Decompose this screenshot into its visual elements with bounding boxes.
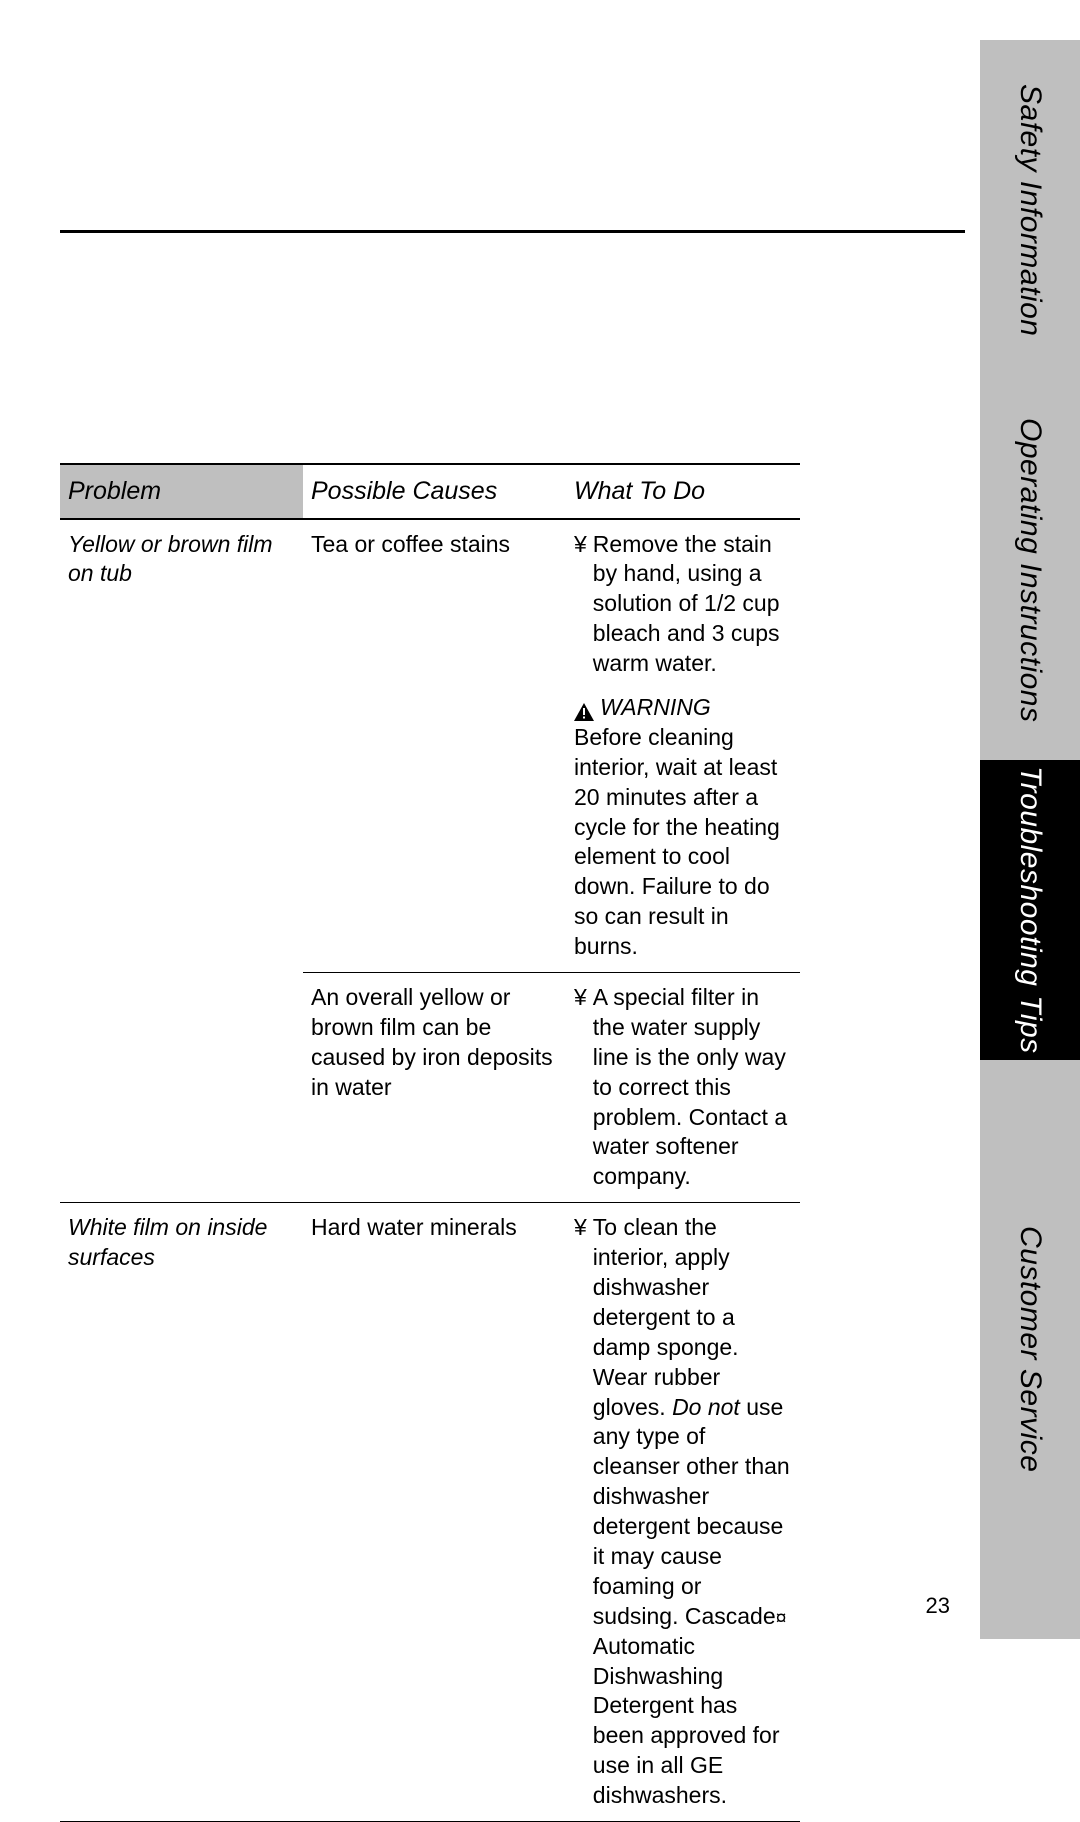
cell-cause: Tea or coffee stains xyxy=(303,519,566,973)
header-problem: Problem xyxy=(60,464,303,519)
todo-text-pre: To clean the interior, apply dishwasher … xyxy=(593,1214,739,1419)
page: Safety Information Operating Instruction… xyxy=(0,0,1080,1669)
todo-text-donot: Do not xyxy=(672,1394,740,1420)
page-number: 23 xyxy=(926,1593,950,1619)
header-what-to-do: What To Do xyxy=(566,464,800,519)
todo-text: A special filter in the water supply lin… xyxy=(593,983,790,1192)
cell-problem: Yellow or brown film on tub xyxy=(60,519,303,1203)
bullet-icon: ¥ xyxy=(574,983,587,1192)
section-tabs: Safety Information Operating Instruction… xyxy=(980,40,1080,1639)
todo-text: Remove the stain by hand, using a soluti… xyxy=(593,530,790,679)
todo-item: ¥ Remove the stain by hand, using a solu… xyxy=(574,530,790,679)
warning-label: WARNING xyxy=(600,693,711,723)
tab-troubleshooting-tips: Troubleshooting Tips xyxy=(980,760,1080,1060)
warning-heading: WARNING xyxy=(574,693,790,723)
bullet-icon: ¥ xyxy=(574,530,587,679)
cell-problem: White film on inside surfaces xyxy=(60,1203,303,1822)
table-row: Yellow or brown film on tub Tea or coffe… xyxy=(60,519,800,973)
warning-text: Before cleaning interior, wait at least … xyxy=(574,723,790,962)
divider-top xyxy=(60,230,965,233)
warning-block: WARNING Before cleaning interior, wait a… xyxy=(574,693,790,962)
todo-text: To clean the interior, apply dishwasher … xyxy=(593,1213,790,1811)
troubleshooting-table: Problem Possible Causes What To Do Yello… xyxy=(60,463,800,1822)
tab-safety-information: Safety Information xyxy=(980,40,1080,380)
todo-text-tail: Automatic Dishwashing Detergent has been… xyxy=(593,1633,780,1808)
tab-customer-service: Customer Service xyxy=(980,1060,1080,1639)
cell-todo: ¥ To clean the interior, apply dishwashe… xyxy=(566,1203,800,1822)
warning-icon xyxy=(574,699,594,717)
bullet-icon: ¥ xyxy=(574,1213,587,1811)
todo-text-post: use any type of cleanser other than dish… xyxy=(593,1394,790,1629)
cell-todo: ¥ A special filter in the water supply l… xyxy=(566,972,800,1202)
tab-operating-instructions: Operating Instructions xyxy=(980,380,1080,760)
content-area: Problem Possible Causes What To Do Yello… xyxy=(60,0,965,1669)
cell-todo: ¥ Remove the stain by hand, using a solu… xyxy=(566,519,800,973)
cell-cause: Hard water minerals xyxy=(303,1203,566,1822)
registered-mark: ¤ xyxy=(776,1607,787,1629)
cell-cause: An overall yellow or brown film can be c… xyxy=(303,972,566,1202)
header-possible-causes: Possible Causes xyxy=(303,464,566,519)
table-row: White film on inside surfaces Hard water… xyxy=(60,1203,800,1822)
todo-item: ¥ A special filter in the water supply l… xyxy=(574,983,790,1192)
todo-item: ¥ To clean the interior, apply dishwashe… xyxy=(574,1213,790,1811)
table-header-row: Problem Possible Causes What To Do xyxy=(60,464,800,519)
